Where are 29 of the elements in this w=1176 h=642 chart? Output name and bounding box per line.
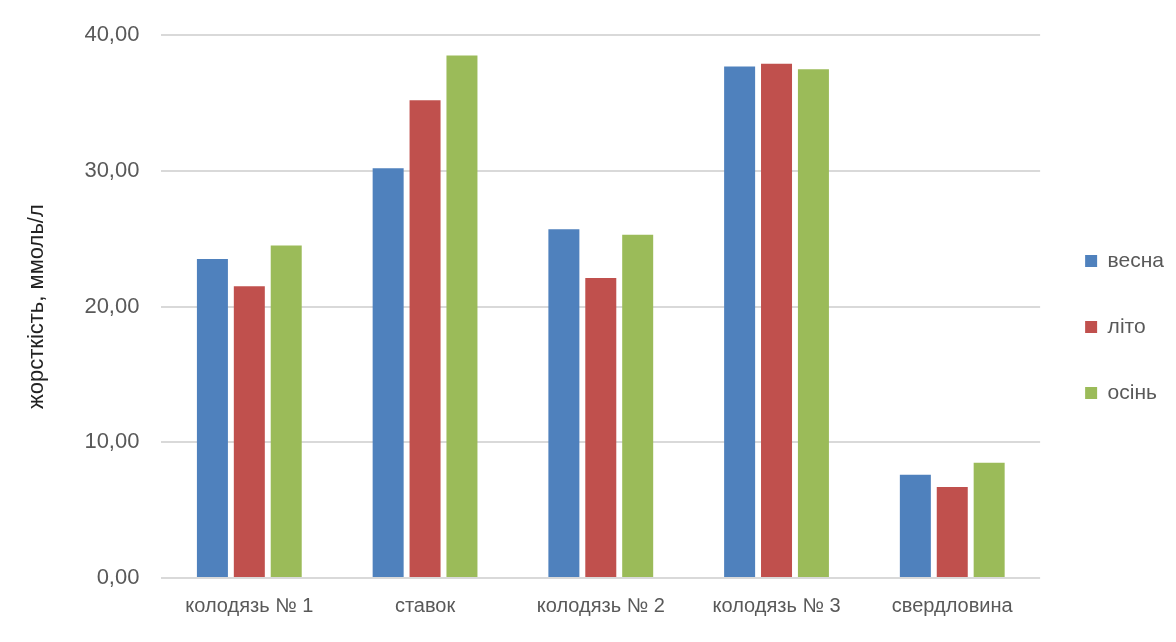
y-tick-label: 0,00 <box>96 564 140 590</box>
bar <box>585 278 617 577</box>
x-tick-label: колодязь № 2 <box>536 593 665 616</box>
y-tick-label: 30,00 <box>84 156 140 182</box>
y-tick-label: 20,00 <box>84 292 140 318</box>
x-tick-label: колодязь № 1 <box>185 593 314 616</box>
x-tick-label: ставок <box>394 593 456 616</box>
bar <box>724 66 756 577</box>
y-tick-label: 40,00 <box>84 21 140 47</box>
bar <box>196 259 228 577</box>
x-tick-label: свердловина <box>891 593 1014 616</box>
bar <box>270 245 302 577</box>
legend-label: осінь <box>1107 379 1158 403</box>
bar <box>409 100 441 577</box>
bar <box>548 229 580 577</box>
y-axis-title: жорсткість, ммоль/л <box>23 204 49 409</box>
bar <box>233 286 265 577</box>
bar <box>446 55 478 577</box>
bar <box>936 487 968 577</box>
bar <box>372 168 404 577</box>
y-tick-label: 10,00 <box>84 428 140 454</box>
bar <box>797 69 829 577</box>
bar <box>622 234 654 577</box>
bar <box>973 462 1005 577</box>
bar <box>761 63 793 577</box>
x-tick-label: колодязь № 3 <box>712 593 841 616</box>
legend-label: літо <box>1107 313 1146 337</box>
bar <box>899 474 931 577</box>
legend-label: весна <box>1107 247 1165 271</box>
